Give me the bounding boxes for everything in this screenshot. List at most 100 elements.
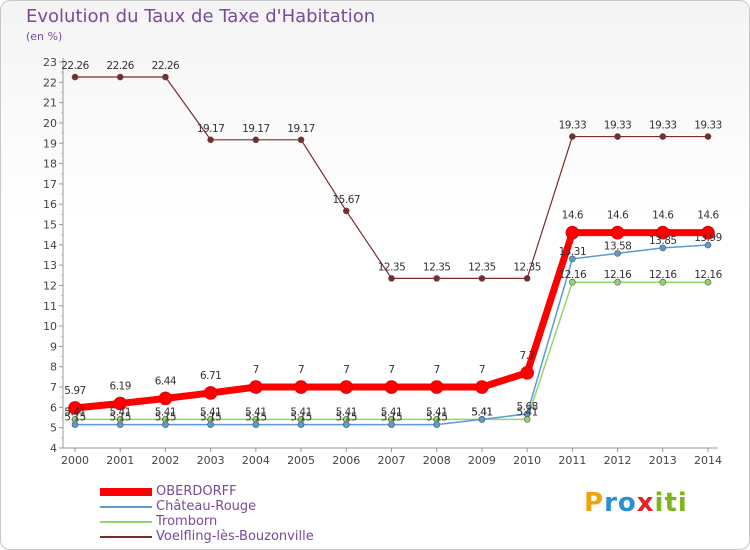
data-label: 7 — [388, 364, 394, 376]
data-label: 5.68 — [516, 401, 537, 413]
data-label: 5.15 — [290, 412, 311, 424]
data-point — [297, 136, 305, 144]
data-point — [68, 401, 82, 415]
data-point — [162, 73, 169, 81]
chart-unit-label: (en %) — [26, 30, 63, 43]
data-point — [429, 380, 444, 394]
x-tick-label: 2001 — [106, 454, 134, 467]
y-tick-label: 5 — [50, 422, 57, 435]
data-label: 5.41 — [290, 406, 311, 418]
x-tick-label: 2003 — [197, 454, 225, 467]
data-label: 7 — [298, 364, 304, 376]
y-tick-label: 11 — [43, 300, 57, 313]
y-tick-label: 23 — [43, 56, 57, 69]
data-point — [614, 133, 621, 140]
y-tick-label: 20 — [43, 117, 57, 130]
y-tick-label: 12 — [43, 279, 57, 292]
data-label: 5.41 — [64, 406, 85, 418]
data-label: 19.33 — [694, 120, 722, 132]
logo-letter: t — [664, 488, 678, 518]
data-point — [342, 207, 350, 215]
y-tick-label: 15 — [43, 219, 57, 232]
data-label: 19.17 — [242, 123, 270, 135]
data-label: 5.41 — [336, 406, 357, 418]
data-point — [659, 133, 667, 140]
y-tick-label: 16 — [43, 198, 57, 211]
data-label: 5.15 — [64, 412, 85, 424]
data-label: 7 — [434, 364, 440, 376]
data-label: 15.67 — [333, 194, 361, 206]
data-point — [388, 421, 395, 428]
data-label: 7.7 — [520, 350, 535, 362]
data-label: 6.71 — [200, 370, 221, 382]
data-label: 12.35 — [423, 261, 451, 273]
y-tick-label: 13 — [43, 259, 57, 272]
data-label: 12.35 — [468, 261, 496, 273]
x-tick-label: 2011 — [558, 454, 586, 467]
logo-letter: x — [636, 488, 655, 518]
data-label: 5.15 — [155, 412, 176, 424]
y-tick-label: 9 — [50, 340, 57, 353]
y-tick-label: 10 — [43, 320, 57, 333]
data-label: 12.16 — [694, 269, 722, 281]
x-tick-label: 2014 — [694, 454, 722, 467]
proxiti-logo: Proxiti — [584, 488, 688, 518]
data-point — [113, 396, 128, 411]
legend-swatch — [100, 488, 152, 496]
data-point — [655, 225, 670, 240]
logo-letter: P — [584, 488, 605, 518]
y-tick-label: 8 — [50, 361, 57, 374]
data-label: 14.6 — [562, 210, 584, 222]
data-label: 5.41 — [110, 406, 131, 418]
data-label: 13.99 — [694, 232, 722, 244]
data-point — [162, 421, 169, 428]
data-label: 5.41 — [245, 406, 266, 418]
data-label: 12.35 — [378, 261, 406, 273]
data-label: 19.33 — [604, 120, 632, 132]
data-label: 5.41 — [155, 406, 176, 418]
chart-title: Evolution du Taux de Taxe d'Habitation — [26, 6, 376, 27]
logo-letter: r — [604, 488, 618, 518]
x-tick-label: 2004 — [242, 454, 270, 467]
data-label: 5.41 — [381, 406, 402, 418]
data-label: 13.85 — [649, 235, 677, 247]
data-point — [565, 225, 580, 240]
data-label: 7 — [479, 364, 485, 376]
logo-letter: i — [654, 488, 665, 518]
data-label: 6.44 — [155, 375, 177, 387]
data-label: 5.97 — [64, 385, 85, 397]
data-point — [610, 225, 625, 240]
data-point — [478, 416, 486, 423]
data-point — [294, 380, 308, 394]
data-point — [659, 278, 667, 286]
x-tick-label: 2006 — [332, 454, 360, 467]
data-point — [614, 278, 621, 286]
x-tick-label: 2000 — [61, 454, 89, 467]
data-point — [523, 410, 531, 418]
data-point — [384, 380, 399, 394]
data-point — [388, 275, 395, 282]
data-label: 19.17 — [197, 123, 225, 135]
data-point — [252, 421, 260, 428]
data-label: 5.15 — [381, 412, 402, 424]
data-point — [569, 133, 576, 140]
data-label: 5.41 — [426, 406, 447, 418]
legend-label: OBERDORFF — [156, 484, 237, 499]
data-point — [71, 73, 79, 81]
data-label: 6.19 — [110, 381, 131, 393]
legend-swatch — [100, 536, 152, 538]
logo-letter: o — [617, 488, 637, 518]
data-point — [203, 386, 218, 400]
data-point — [478, 275, 486, 282]
x-tick-label: 2007 — [378, 454, 406, 467]
x-tick-label: 2013 — [649, 454, 677, 467]
data-point — [297, 421, 305, 428]
data-label: 22.26 — [152, 60, 180, 72]
data-label: 14.6 — [697, 210, 719, 222]
y-tick-label: 19 — [43, 137, 57, 150]
x-tick-label: 2002 — [151, 454, 179, 467]
data-point — [116, 421, 124, 428]
data-label: 7 — [343, 364, 349, 376]
data-label: 5.41 — [200, 406, 221, 418]
